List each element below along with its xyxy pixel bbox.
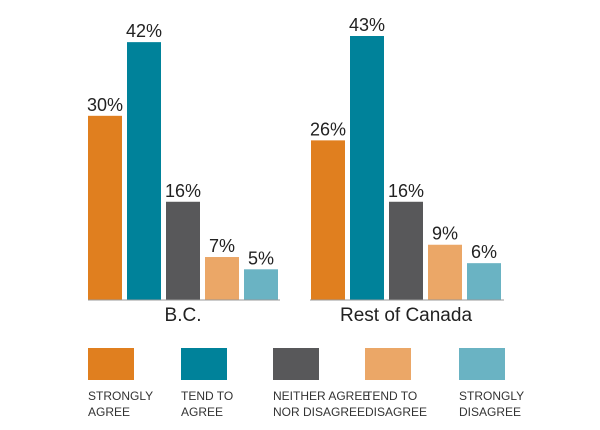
- legend-swatch-strongly-disagree: [459, 348, 505, 380]
- bar-b-c-tend-to-agree: [127, 42, 161, 301]
- legend-swatch-strongly-agree: [88, 348, 134, 380]
- bar-rest-of-canada-tend-to-disagree: [428, 244, 462, 300]
- bar-b-c-strongly-disagree: [244, 269, 278, 300]
- data-label-rest-of-canada-neither-agree-nor-disagree: 16%: [388, 181, 424, 201]
- data-label-b-c-strongly-disagree: 5%: [248, 248, 274, 268]
- data-label-b-c-tend-to-agree: 42%: [126, 21, 162, 41]
- legend-label-strongly-agree: STRONGLY AGREE: [88, 389, 153, 419]
- bars-layer: [88, 36, 501, 301]
- legend-label-neither-agree-nor-disagree: NEITHER AGREE NOR DISAGREE: [273, 389, 370, 419]
- data-label-b-c-neither-agree-nor-disagree: 16%: [165, 181, 201, 201]
- bar-b-c-strongly-agree: [88, 115, 122, 300]
- bar-b-c-tend-to-disagree: [205, 257, 239, 300]
- legend-label-tend-to-disagree: TEND TO DISAGREE: [365, 389, 427, 419]
- group-labels-layer: B.C. Rest of Canada: [165, 305, 473, 326]
- data-label-rest-of-canada-tend-to-agree: 43%: [349, 15, 385, 35]
- bar-rest-of-canada-neither-agree-nor-disagree: [389, 201, 423, 300]
- legend: STRONGLY AGREE TEND TO AGREE NEITHER AGREE NO…: [88, 348, 524, 419]
- data-label-rest-of-canada-tend-to-disagree: 9%: [432, 224, 458, 244]
- data-label-rest-of-canada-strongly-agree: 26%: [310, 119, 346, 139]
- legend-swatch-tend-to-agree: [181, 348, 227, 380]
- legend-swatch-tend-to-disagree: [365, 348, 411, 380]
- group-label-rest-of-canada: Rest of Canada: [340, 305, 472, 326]
- data-label-b-c-strongly-agree: 30%: [87, 95, 123, 115]
- bar-rest-of-canada-tend-to-agree: [350, 36, 384, 300]
- legend-label-tend-to-agree: TEND TO AGREE: [181, 389, 233, 419]
- legend-swatch-neither-agree-nor-disagree: [273, 348, 319, 380]
- data-label-rest-of-canada-strongly-disagree: 6%: [471, 242, 497, 262]
- bar-rest-of-canada-strongly-agree: [311, 140, 345, 300]
- legend-label-strongly-disagree: STRONGLY DISAGREE: [459, 389, 524, 419]
- bar-b-c-neither-agree-nor-disagree: [166, 201, 200, 300]
- data-label-b-c-tend-to-disagree: 7%: [209, 236, 235, 256]
- data-labels-layer: 30% 42% 16% 7% 5% 26% 43% 16% 9% 6%: [87, 15, 497, 268]
- bar-rest-of-canada-strongly-disagree: [467, 263, 501, 300]
- group-label-b-c: B.C.: [165, 305, 202, 326]
